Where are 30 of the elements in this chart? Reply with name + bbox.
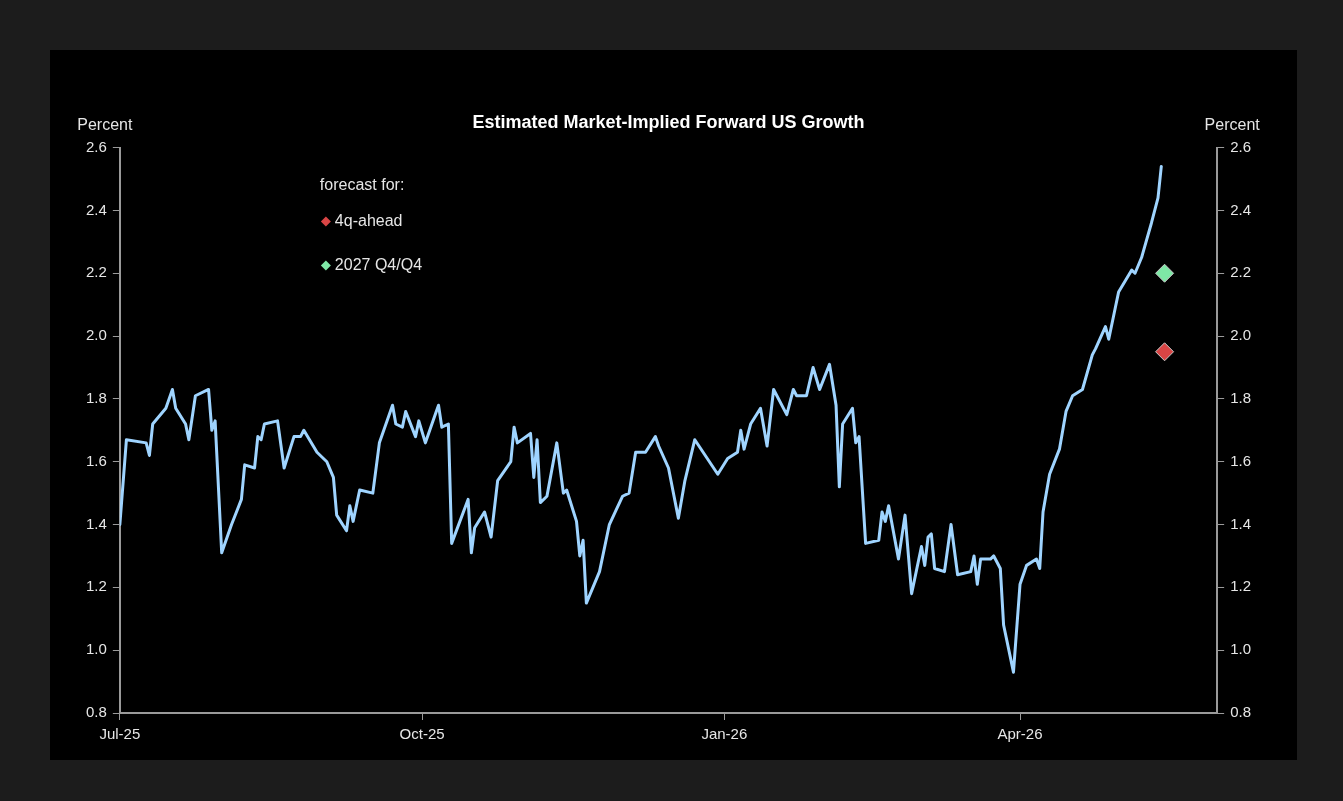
y2-tick-label: 1.8 (1230, 389, 1252, 407)
y-axis-title: Percent (77, 116, 133, 134)
y2-tick-label: 1.4 (1230, 514, 1252, 532)
y-tick-label: 2.4 (85, 200, 107, 218)
y-tick-label: 0.8 (85, 703, 107, 721)
y2-tick-label: 1.0 (1230, 640, 1252, 658)
x-tick-label: Apr-26 (997, 725, 1043, 743)
chart-title: Estimated Market-Implied Forward US Growth (472, 111, 865, 132)
y2-tick-label: 2.2 (1230, 263, 1252, 281)
legend-title: forecast for: (319, 176, 405, 194)
legend-label: 2027 Q4/Q4 (334, 256, 423, 274)
legend-label: 4q-ahead (334, 212, 403, 230)
x-tick-label: Oct-25 (399, 725, 445, 743)
y-tick-label: 1.8 (85, 389, 107, 407)
y2-tick-label: 0.8 (1230, 703, 1252, 721)
y2-tick-label: 1.2 (1230, 577, 1252, 595)
y2-tick-label: 2.4 (1230, 200, 1252, 218)
y-tick-label: 2.2 (85, 263, 107, 281)
y-tick-label: 2.6 (85, 137, 107, 155)
y2-tick-label: 1.6 (1230, 451, 1252, 469)
y-tick-label: 1.2 (85, 577, 107, 595)
y-tick-label: 1.4 (85, 514, 107, 532)
y-tick-label: 1.0 (85, 640, 107, 658)
y-tick-label: 1.6 (85, 451, 107, 469)
y2-axis-title: Percent (1204, 116, 1261, 134)
y-tick-label: 2.0 (85, 326, 107, 344)
y2-tick-label: 2.0 (1230, 326, 1252, 344)
y2-tick-label: 2.6 (1230, 137, 1252, 155)
x-tick-label: Jan-26 (701, 725, 748, 743)
x-tick-label: Jul-25 (99, 725, 141, 743)
